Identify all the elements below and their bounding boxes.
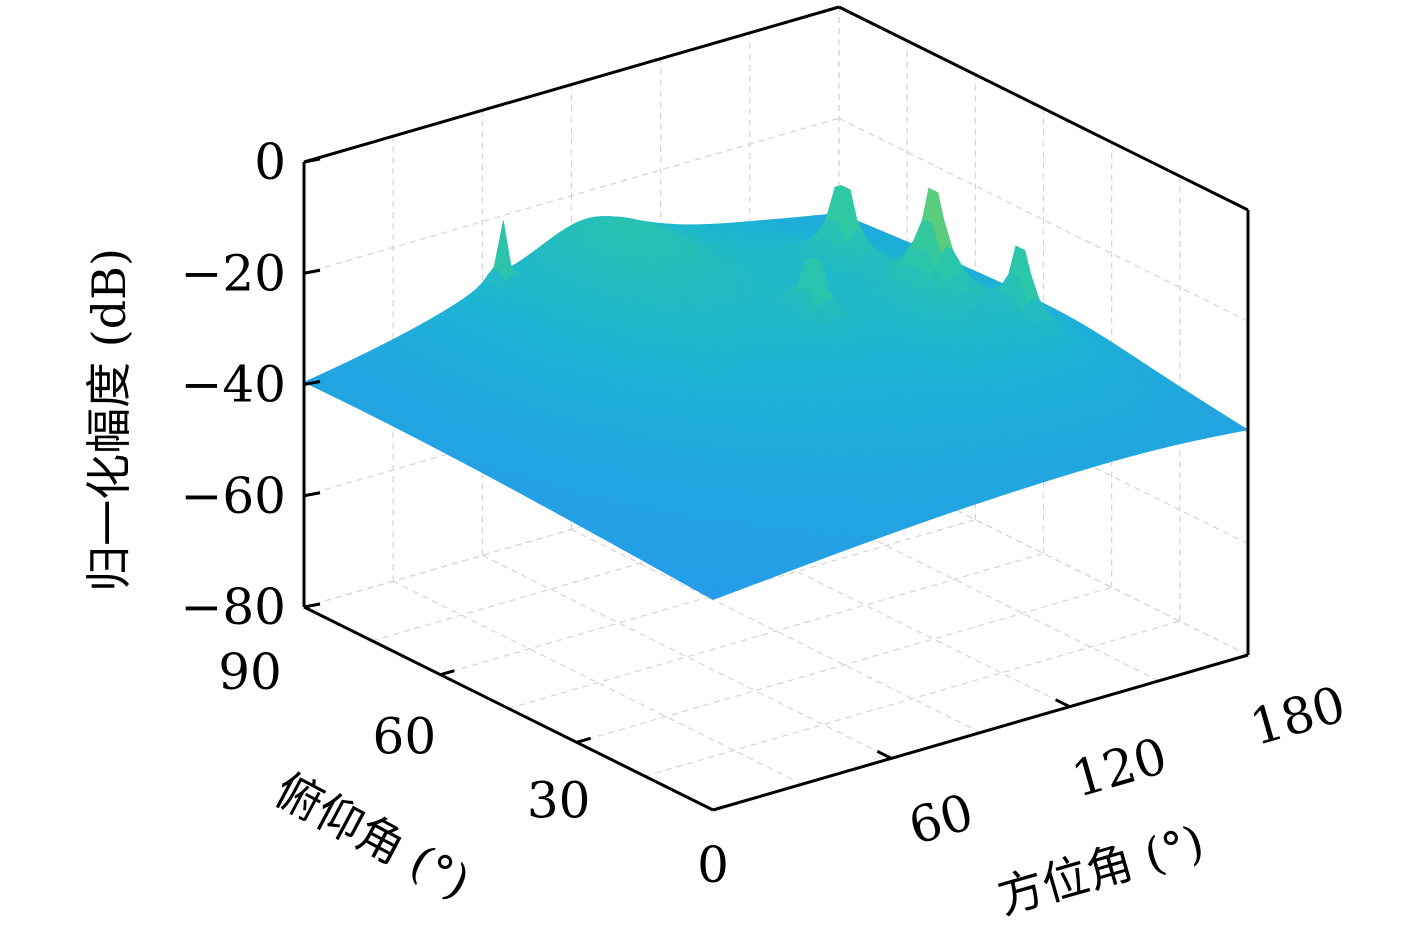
axis-edge [303,5,840,164]
x-tick-label: 180 [1244,675,1352,757]
y-tick-label: 60 [373,707,437,765]
surface-patch [703,592,720,600]
axes-box [302,5,1250,812]
x-tick [1054,698,1071,709]
y-tick [439,669,455,677]
z-tick-label: 0 [254,133,286,191]
grid-line [440,519,976,676]
z-tick-label: −80 [180,578,286,636]
z-tick [303,268,321,275]
axis-edge [838,5,1249,212]
grid-line [644,620,1181,777]
grid-line [576,586,1112,743]
y-axis-label: 俯仰角 (°) [266,762,478,909]
x-tick-label: 60 [902,783,979,856]
z-axis-label: 归一化幅度 (dB) [82,248,136,592]
z-tick [303,491,321,498]
x-axis-label: 方位角 (°) [991,815,1209,925]
x-tick-label: 120 [1066,727,1174,809]
axis-edge [303,605,714,812]
y-tick-label: 90 [218,643,282,701]
z-tick-label: −60 [180,467,286,525]
grid-line [482,554,892,759]
grid-line [508,552,1044,710]
x-tick [876,749,893,760]
z-tick [303,602,321,609]
z-tick-label: −20 [180,244,286,302]
y-tick-label: 30 [527,772,591,830]
y-tick-label: 0 [697,836,729,894]
surface [303,184,1249,600]
z-tick [303,157,321,164]
y-tick [576,736,592,744]
axis-edge [712,653,1249,812]
z-tick [303,380,321,386]
z-tick-label: −40 [180,356,286,414]
